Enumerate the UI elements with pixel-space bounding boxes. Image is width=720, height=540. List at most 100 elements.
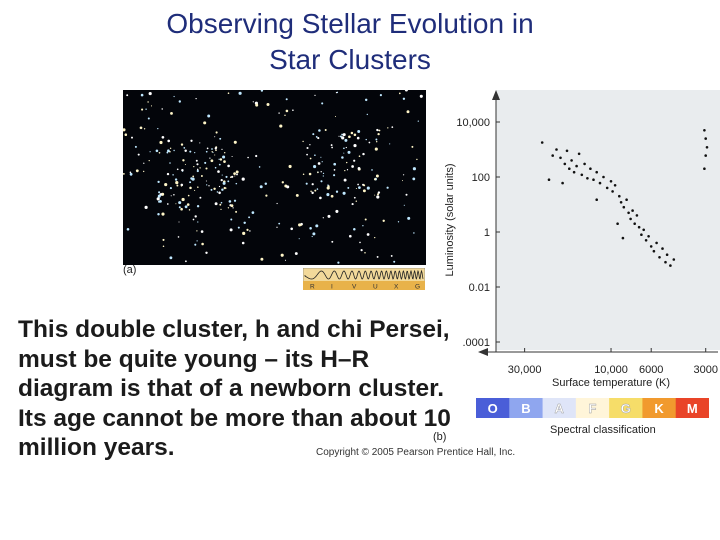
star xyxy=(181,197,185,202)
star xyxy=(342,191,346,195)
data-point xyxy=(635,214,639,217)
star xyxy=(167,149,170,153)
star xyxy=(157,194,161,198)
data-point xyxy=(568,167,571,170)
star xyxy=(309,227,312,230)
star xyxy=(145,108,147,110)
star xyxy=(231,175,234,178)
star xyxy=(207,114,211,118)
star xyxy=(192,218,195,221)
star xyxy=(210,159,214,163)
star xyxy=(233,172,236,175)
star xyxy=(194,189,196,191)
star xyxy=(333,169,336,171)
star xyxy=(357,130,361,133)
star xyxy=(378,129,381,132)
star xyxy=(199,196,202,199)
data-point xyxy=(658,256,661,259)
star xyxy=(341,133,343,136)
star xyxy=(377,132,380,136)
data-point xyxy=(559,156,562,160)
star xyxy=(316,188,319,190)
star xyxy=(158,151,161,154)
star xyxy=(322,172,325,175)
star xyxy=(194,215,197,218)
star xyxy=(305,182,308,185)
star xyxy=(308,172,312,176)
panel-b-label: (b) xyxy=(433,431,447,443)
star xyxy=(208,185,210,187)
star xyxy=(284,114,286,117)
star xyxy=(353,133,357,137)
star xyxy=(166,172,170,176)
star xyxy=(363,184,366,187)
star xyxy=(241,177,245,181)
star xyxy=(194,152,196,154)
star xyxy=(199,167,201,169)
star xyxy=(203,121,207,125)
star xyxy=(217,170,220,173)
data-point xyxy=(583,162,586,166)
star xyxy=(189,186,192,190)
star xyxy=(266,103,270,106)
star xyxy=(317,137,320,140)
star xyxy=(350,131,354,135)
star xyxy=(231,155,233,158)
star xyxy=(214,147,217,150)
star xyxy=(366,186,370,190)
data-point xyxy=(669,264,672,267)
star xyxy=(260,90,264,92)
x-tick-label: 3000 xyxy=(693,364,717,376)
data-point xyxy=(611,190,614,193)
star xyxy=(197,221,199,223)
star xyxy=(206,147,209,150)
star xyxy=(398,92,401,95)
data-point xyxy=(652,249,656,253)
star xyxy=(294,252,298,256)
star xyxy=(224,152,226,154)
filter-label-r: R xyxy=(310,284,315,291)
data-point xyxy=(616,222,619,225)
star xyxy=(150,105,153,107)
star xyxy=(169,187,172,190)
star xyxy=(194,243,197,246)
star xyxy=(137,153,140,156)
star xyxy=(347,186,350,189)
star xyxy=(147,101,149,103)
star xyxy=(237,226,240,229)
star xyxy=(157,213,160,216)
star xyxy=(161,212,165,216)
star xyxy=(310,190,312,192)
star xyxy=(319,196,322,200)
star xyxy=(412,167,416,171)
star xyxy=(184,205,188,209)
star xyxy=(162,245,165,248)
star xyxy=(327,185,330,188)
star xyxy=(174,178,178,181)
star xyxy=(309,144,311,146)
data-point xyxy=(592,178,595,181)
star xyxy=(314,154,316,156)
star xyxy=(173,95,175,98)
star xyxy=(348,135,351,139)
star xyxy=(195,97,197,100)
star xyxy=(124,133,128,136)
star xyxy=(187,194,190,197)
star xyxy=(227,180,230,183)
star xyxy=(260,257,264,261)
star xyxy=(144,205,148,209)
star xyxy=(215,131,218,134)
star xyxy=(243,221,246,225)
data-point xyxy=(705,146,709,149)
data-point xyxy=(598,181,602,185)
star xyxy=(302,140,304,143)
star xyxy=(210,188,213,191)
star xyxy=(215,149,217,152)
spectral-cell-o xyxy=(476,398,510,418)
star xyxy=(376,193,380,196)
star xyxy=(220,201,223,204)
star xyxy=(212,151,214,153)
star xyxy=(290,227,293,231)
star xyxy=(178,206,181,209)
